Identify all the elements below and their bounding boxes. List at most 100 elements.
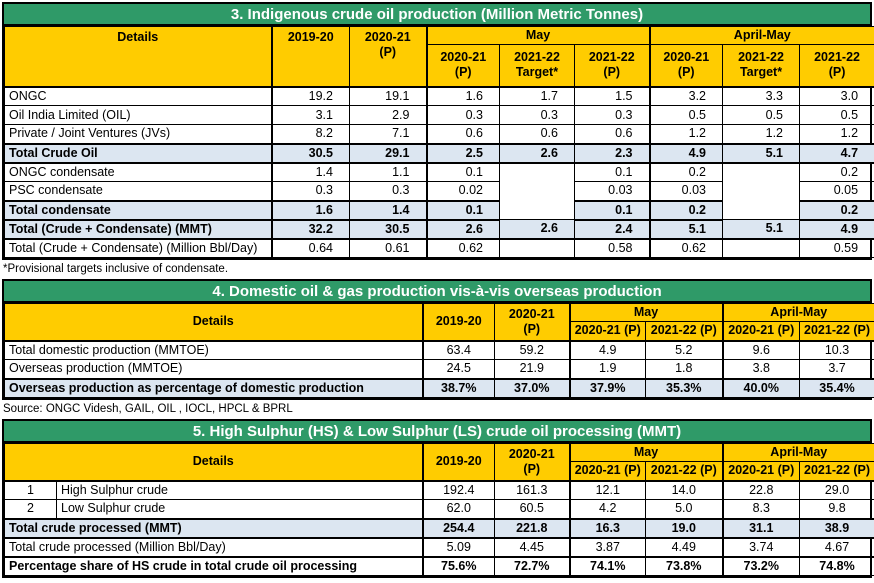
value-cell: 2.9 [349, 105, 427, 125]
value-cell: 40.0% [721, 377, 801, 398]
column-header-2020-21: 2020-21 (P) [494, 443, 570, 481]
table4-source: Source: ONGC Videsh, GAIL, OIL , IOCL, H… [3, 403, 293, 415]
value-cell: 2.6 [499, 219, 575, 240]
table-row: Private / Joint Ventures (JVs) 8.2 7.1 0… [4, 124, 874, 144]
value-cell: 0.62 [425, 238, 500, 258]
table5: Details 2019-20 2020-21 (P) May April-Ma… [4, 443, 874, 576]
row-label: ONGC condensate [4, 162, 272, 182]
column-header-may-2020-21: 2020-21 (P) [568, 461, 646, 481]
value-cell: 19.2 [270, 85, 350, 106]
value-cell: 5.09 [421, 537, 495, 557]
value-cell: 221.8 [494, 517, 570, 539]
column-header-2020-21: 2020-21 (P) [349, 26, 427, 87]
value-cell: 0.2 [799, 199, 874, 221]
value-cell: 37.9% [568, 377, 646, 398]
value-cell: 29.1 [349, 142, 427, 164]
value-cell: 3.0 [799, 85, 874, 106]
row-label: PSC condensate [4, 181, 272, 201]
table-row: 2 Low Sulphur crude 62.0 60.5 4.2 5.0 8.… [4, 499, 874, 519]
value-cell: 0.3 [499, 105, 575, 125]
value-cell: 0.5 [799, 105, 874, 125]
value-cell: 14.0 [644, 479, 724, 500]
column-group-april-may: April-May [721, 443, 874, 462]
value-cell: 4.67 [799, 537, 874, 557]
value-cell: 1.9 [568, 359, 646, 379]
row-label: Total (Crude + Condensate) (Million Bbl/… [4, 238, 272, 258]
value-cell: 5.0 [644, 499, 724, 519]
value-cell: 0.3 [425, 105, 500, 125]
column-header-aprmay-target: 2021-22 Target* [722, 44, 801, 87]
value-cell: 12.1 [568, 479, 646, 500]
value-cell: 1.8 [644, 359, 724, 379]
value-cell: 4.9 [568, 339, 646, 360]
value-cell: 9.8 [799, 499, 874, 519]
table-row: Overseas production (MMTOE) 24.5 21.9 1.… [4, 359, 874, 379]
value-cell: 5.1 [722, 142, 801, 164]
column-header-2020-21: 2020-21 (P) [494, 303, 570, 341]
value-cell: 1.4 [349, 199, 427, 221]
value-cell: 1.1 [349, 162, 427, 182]
value-cell: 0.3 [270, 181, 350, 201]
table-row: Total crude processed (Million Bbl/Day) … [4, 537, 874, 557]
value-cell: 32.2 [270, 219, 350, 240]
table-row-total-condensate: Total condensate 1.6 1.4 0.1 0.1 0.2 0.2 [4, 199, 874, 221]
value-cell: 0.62 [648, 238, 724, 258]
column-header-aprmay-2021-22: 2021-22 (P) [799, 321, 874, 341]
table-row: PSC condensate 0.3 0.3 0.02 0.03 0.03 0.… [4, 181, 874, 201]
value-cell: 2.6 [499, 142, 575, 164]
table5-title: 5. High Sulphur (HS) & Low Sulphur (LS) … [4, 421, 870, 443]
row-label: Total crude processed (Million Bbl/Day) [4, 537, 423, 557]
value-cell: 8.2 [270, 124, 350, 144]
value-cell: 37.0% [494, 377, 570, 398]
value-cell: 63.4 [421, 339, 495, 360]
value-cell: 1.5 [573, 85, 651, 106]
column-header-may-2021-22: 2021-22 (P) [573, 44, 651, 87]
value-cell: 192.4 [421, 479, 495, 500]
value-cell: 74.8% [799, 555, 874, 576]
value-cell: 24.5 [421, 359, 495, 379]
empty-merged-cell [499, 162, 575, 220]
value-cell: 1.6 [270, 199, 350, 221]
table-row: Oil India Limited (OIL) 3.1 2.9 0.3 0.3 … [4, 105, 874, 125]
column-header-aprmay-2021-22: 2021-22 (P) [799, 461, 874, 481]
column-header-may-2021-22: 2021-22 (P) [644, 321, 724, 341]
value-cell: 30.5 [349, 219, 427, 240]
row-label: Private / Joint Ventures (JVs) [4, 124, 272, 144]
value-cell: 3.87 [568, 537, 646, 557]
value-cell: 19.1 [349, 85, 427, 106]
value-cell: 5.1 [648, 219, 724, 240]
value-cell: 0.3 [573, 105, 651, 125]
column-header-details: Details [4, 26, 272, 87]
value-cell: 3.3 [722, 85, 801, 106]
column-header-aprmay-2021-22: 2021-22 (P) [799, 44, 874, 87]
value-cell: 73.8% [644, 555, 724, 576]
value-cell: 9.6 [721, 339, 801, 360]
value-cell: 1.2 [799, 124, 874, 144]
row-label: Total Crude Oil [4, 142, 272, 164]
row-label: Total domestic production (MMTOE) [4, 339, 423, 360]
value-cell: 3.74 [721, 537, 801, 557]
row-label: Percentage share of HS crude in total cr… [4, 555, 423, 576]
value-cell: 254.4 [421, 517, 495, 539]
value-cell: 38.7% [421, 377, 495, 398]
row-label: Overseas production (MMTOE) [4, 359, 423, 379]
value-cell: 3.8 [721, 359, 801, 379]
value-cell: 0.6 [573, 124, 651, 144]
row-number: 1 [4, 479, 57, 500]
row-label: Oil India Limited (OIL) [4, 105, 272, 125]
value-cell: 0.1 [425, 199, 500, 221]
table-row: ONGC condensate 1.4 1.1 0.1 0.1 0.2 0.2 [4, 162, 874, 220]
table-row-hs-percentage: Percentage share of HS crude in total cr… [4, 555, 874, 576]
value-cell: 0.59 [799, 238, 874, 258]
value-cell: 0.1 [425, 162, 500, 182]
value-cell: 1.4 [270, 162, 350, 182]
value-cell: 1.7 [499, 85, 575, 106]
row-label: High Sulphur crude [56, 479, 423, 500]
value-cell: 0.5 [722, 105, 801, 125]
value-cell: 3.7 [799, 359, 874, 379]
value-cell: 59.2 [494, 339, 570, 360]
row-label: ONGC [4, 85, 272, 106]
value-cell: 35.3% [644, 377, 724, 398]
table4: Details 2019-20 2020-21 (P) May April-Ma… [4, 303, 874, 398]
table-row: Total domestic production (MMTOE) 63.4 5… [4, 339, 874, 360]
